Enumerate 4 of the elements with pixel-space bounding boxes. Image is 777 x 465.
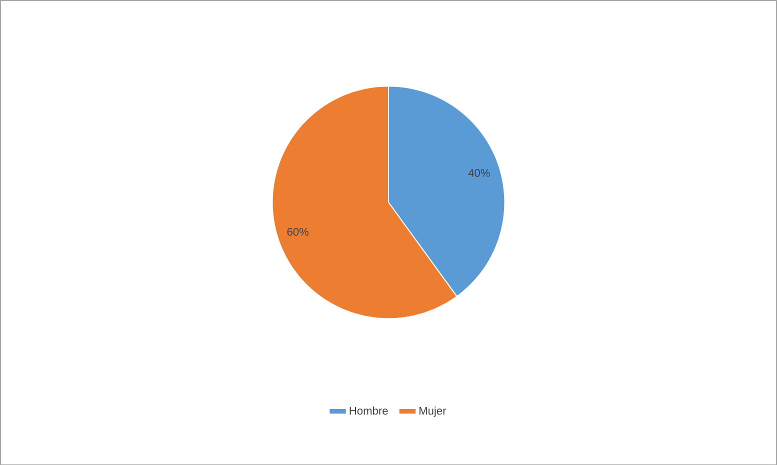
legend-label: Hombre bbox=[350, 406, 388, 414]
data-label: 60% bbox=[287, 228, 309, 236]
data-label: 40% bbox=[468, 168, 490, 177]
legend-label: Mujer bbox=[420, 406, 446, 417]
